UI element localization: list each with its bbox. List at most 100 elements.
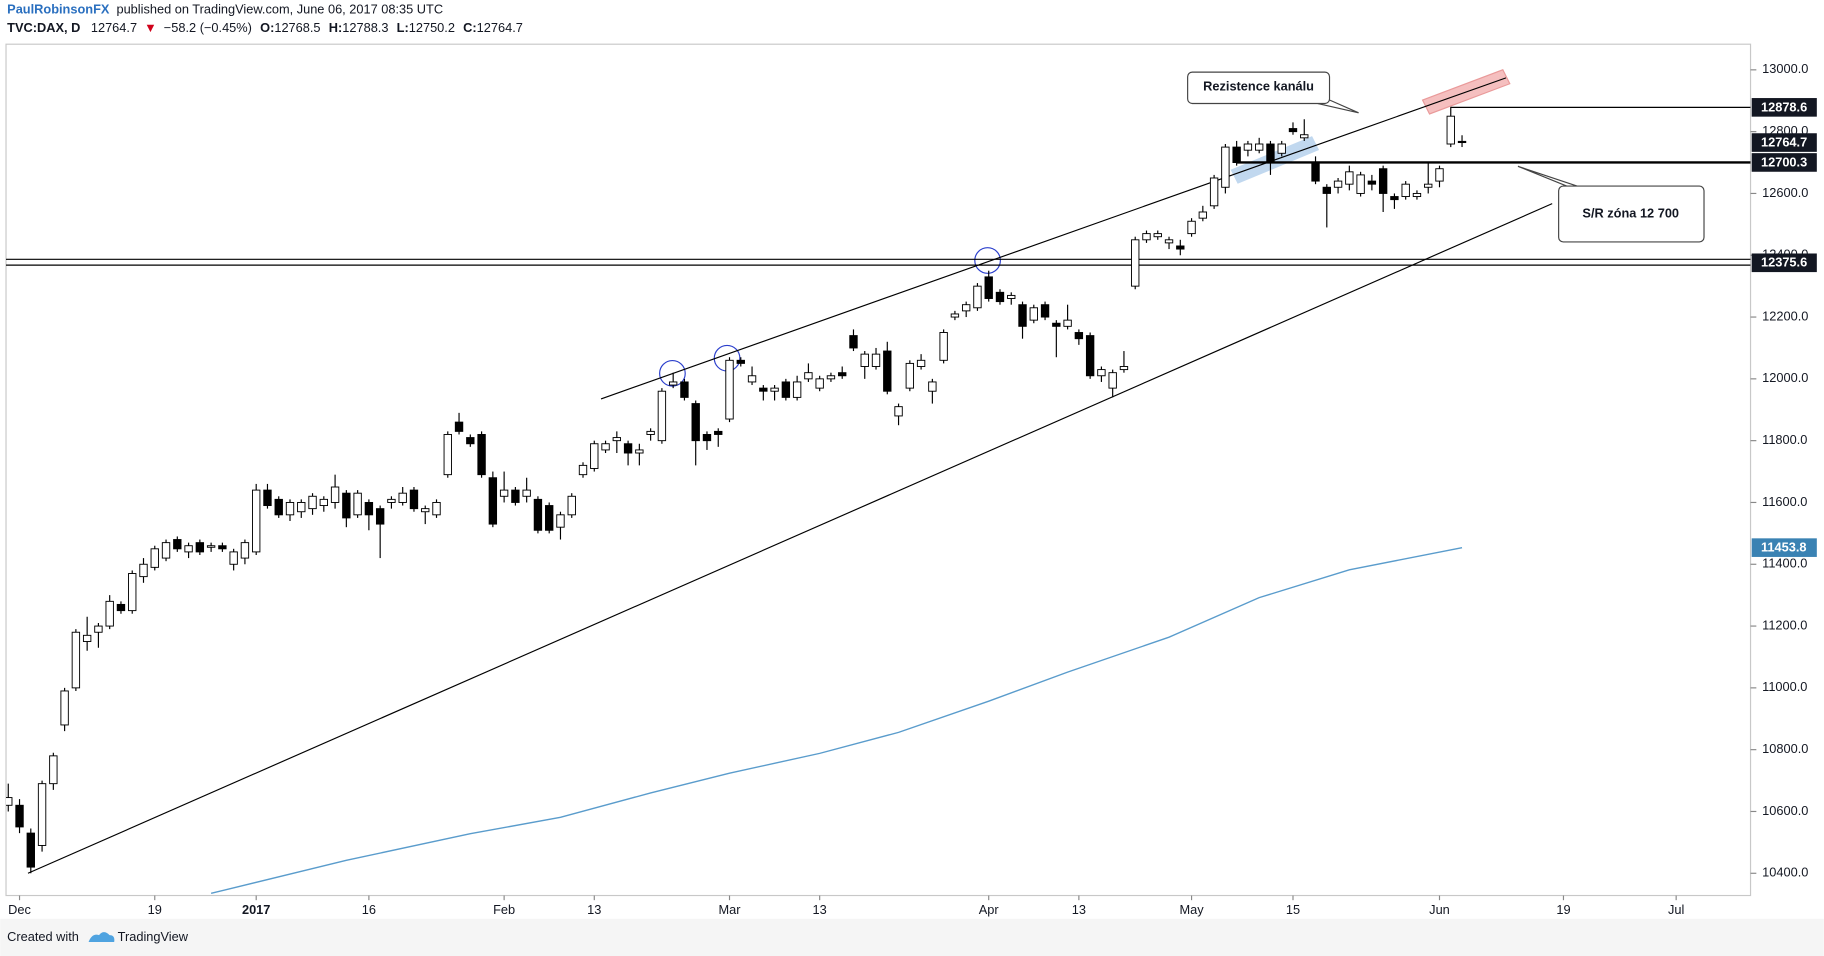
- candle-body: [1446, 115, 1455, 145]
- low-label: L:: [397, 20, 409, 35]
- candle-body: [1029, 307, 1038, 321]
- price-label-box: [1751, 153, 1817, 172]
- x-tick-label: 2017: [242, 902, 270, 917]
- candle-body: [184, 545, 193, 553]
- x-tick-label: Feb: [493, 902, 515, 917]
- y-tick-label: 10400.0: [1762, 865, 1808, 880]
- price-label-box: [1751, 253, 1817, 273]
- candle-body: [1063, 319, 1072, 327]
- x-tick-label: Jul: [1668, 902, 1684, 917]
- open-label: O:: [260, 20, 274, 35]
- price-label: 11453.8: [1761, 540, 1807, 555]
- callout-box: [1558, 185, 1705, 243]
- candle-body: [545, 505, 554, 531]
- candle-body: [691, 403, 700, 442]
- candle-body: [1221, 146, 1230, 188]
- candle-body: [353, 492, 362, 516]
- candle-body: [826, 375, 836, 380]
- candle-body: [601, 443, 610, 451]
- candle-body: [1345, 171, 1354, 185]
- candle-body: [1074, 332, 1084, 340]
- candle-body: [116, 603, 126, 612]
- x-tick-label: 13: [587, 902, 601, 917]
- price-label: 12878.6: [1761, 99, 1807, 114]
- candle-body: [871, 353, 881, 367]
- candle-body: [1254, 143, 1264, 151]
- candle-body: [1018, 304, 1027, 327]
- trendline: [600, 77, 1507, 400]
- candle-body: [612, 437, 622, 442]
- candle-body: [815, 378, 824, 389]
- candle-body: [1322, 186, 1331, 194]
- candle-body: [1311, 162, 1320, 182]
- candle-body: [714, 430, 723, 435]
- candle-body: [781, 381, 791, 398]
- plot-frame: [5, 43, 1752, 897]
- candle-body: [1378, 168, 1388, 194]
- x-tick-label: 19: [148, 902, 162, 917]
- moving-average: [210, 546, 1463, 895]
- candle-body: [1164, 239, 1174, 244]
- candle-body: [905, 362, 915, 389]
- candle-body: [364, 501, 374, 516]
- arrow: ▼: [144, 20, 157, 35]
- x-tick-label: Mar: [719, 902, 742, 917]
- trendline: [27, 203, 1553, 874]
- candle-body: [499, 489, 509, 497]
- price-label-box: [1751, 98, 1817, 117]
- touch-circle: [974, 247, 1001, 274]
- candle-body: [894, 406, 903, 417]
- candle-body: [105, 600, 114, 627]
- candle-body: [1119, 366, 1129, 371]
- candle-body: [285, 501, 295, 516]
- candle-body: [409, 489, 419, 510]
- candle-body: [128, 573, 137, 612]
- author: PaulRobinsonFX: [7, 2, 110, 17]
- callout-pointer: [1317, 99, 1359, 114]
- x-tick-label: 16: [362, 902, 376, 917]
- published: published on TradingView.com, June 06, 2…: [116, 2, 443, 17]
- candle-body: [229, 551, 238, 565]
- x-tick-label: Jun: [1429, 902, 1450, 917]
- x-tick-label: May: [1179, 902, 1204, 917]
- candle-body: [330, 486, 340, 503]
- y-tick-label: 11000.0: [1762, 679, 1807, 694]
- candle-body: [984, 276, 993, 299]
- y-tick-label: 12200.0: [1762, 308, 1808, 323]
- close: 12764.7: [477, 20, 523, 35]
- candle-body: [1007, 294, 1016, 299]
- candle-body: [995, 291, 1005, 303]
- candle-body: [792, 381, 802, 398]
- footer-brand[interactable]: TradingView: [118, 929, 189, 944]
- change: −58.2 (−0.45%): [164, 20, 252, 35]
- candle-body: [646, 430, 655, 435]
- y-tick-label: 10600.0: [1762, 803, 1808, 818]
- candle-body: [218, 545, 227, 550]
- candle-body: [1153, 233, 1162, 238]
- candle-body: [916, 359, 926, 367]
- price-label: 12700.3: [1761, 154, 1807, 169]
- footer-bar: [0, 918, 1824, 956]
- candle-body: [578, 464, 588, 476]
- candle-body: [387, 498, 396, 503]
- y-tick-label: 12600.0: [1762, 185, 1808, 200]
- candle-body: [1052, 322, 1061, 327]
- candle-body: [150, 548, 159, 568]
- price-label-box: [1751, 133, 1817, 152]
- candle-body: [342, 492, 351, 519]
- candle-body: [26, 832, 35, 868]
- candle-body: [1108, 372, 1117, 389]
- callout-text: Rezistence kanálu: [1203, 79, 1314, 94]
- candle-body: [398, 492, 407, 503]
- candle-body: [1277, 143, 1286, 154]
- candle-body: [206, 545, 216, 548]
- candle-body: [60, 690, 69, 726]
- candle-body: [567, 495, 576, 516]
- candle-body: [443, 434, 452, 476]
- candle-body: [1131, 239, 1140, 287]
- y-tick-label: 11200.0: [1762, 617, 1807, 632]
- candle-body: [1209, 177, 1219, 207]
- candle-body: [522, 489, 531, 497]
- brand-icon: [88, 932, 115, 943]
